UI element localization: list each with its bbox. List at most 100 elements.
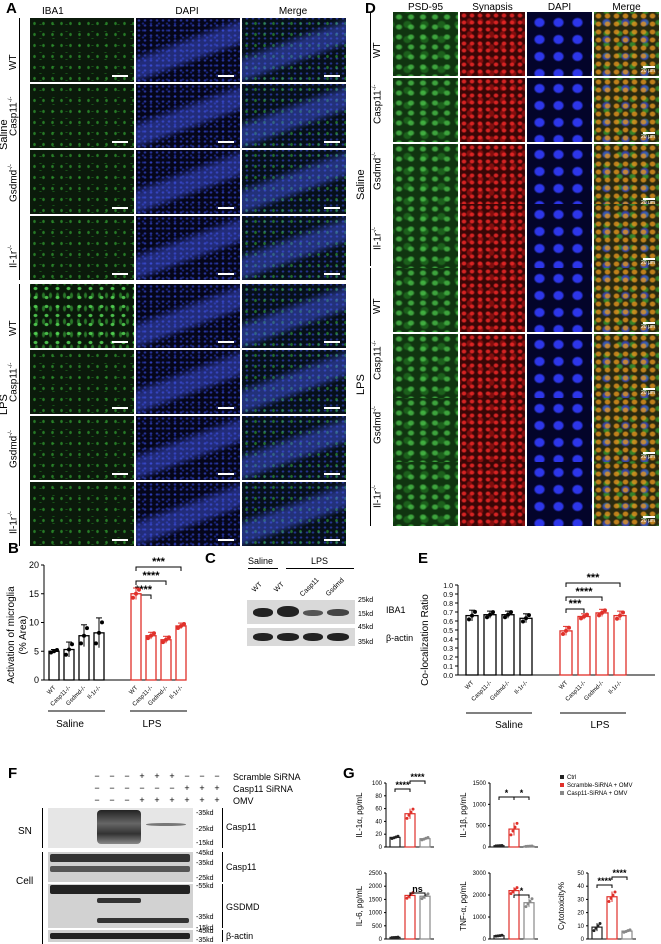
micrograph-tile: 20 μm	[594, 398, 659, 462]
y-axis-label-line2: (% Area)	[18, 616, 29, 655]
micrograph-tile	[460, 462, 525, 526]
data-point	[513, 825, 517, 829]
micrograph-tile	[393, 204, 458, 268]
mw-marker: -25kd	[196, 826, 214, 833]
treatment-sign: −	[124, 771, 130, 781]
treatment-sign: +	[169, 795, 175, 805]
mw-marker: -15kd	[196, 925, 214, 932]
data-point	[422, 895, 426, 899]
blot-cell-gsdmd	[48, 884, 193, 928]
protein-label-iba1: IBA1	[386, 605, 406, 615]
x-tick-label: WT	[559, 680, 570, 691]
significance-stars: ****	[135, 584, 153, 596]
significance-stars: ****	[142, 570, 160, 582]
y-tick-label: 20	[577, 911, 584, 917]
blot-sn-casp11	[48, 808, 193, 848]
row-label: WT	[8, 320, 19, 336]
genotype-superscript: -/-	[8, 430, 14, 436]
data-point	[603, 608, 607, 613]
scale-bar	[112, 141, 128, 143]
micrograph-tile	[242, 84, 346, 148]
bar	[160, 639, 172, 681]
treatment-sign: −	[169, 783, 175, 793]
bar	[130, 593, 142, 681]
mw-marker: -35kd	[196, 914, 214, 921]
genotype-superscript: -/-	[372, 406, 378, 412]
data-point	[592, 929, 596, 933]
scale-bar	[218, 341, 234, 343]
scale-label: 20 μm	[641, 390, 655, 396]
data-point	[467, 617, 471, 622]
micrograph-tile: 20 μm	[594, 268, 659, 332]
bar	[48, 650, 60, 681]
micrograph-overlay	[242, 150, 346, 214]
scale-bar	[218, 407, 234, 409]
y-tick-label: 500	[476, 824, 487, 830]
y-tick-label: 0.5	[443, 628, 453, 635]
micrograph-tile	[30, 150, 134, 214]
legend-label: Scramble-SiRNA + OMV	[567, 783, 633, 789]
bar	[419, 895, 431, 940]
scale-bar	[324, 539, 340, 541]
micrograph-tile	[30, 84, 134, 148]
x-tick-label: WT	[465, 680, 476, 691]
data-point	[64, 652, 68, 657]
significance-stars: *	[520, 886, 524, 896]
header-merge-d: Merge	[612, 2, 641, 13]
y-tick-label: 0.1	[443, 664, 453, 671]
x-tick-label: Il-1r-/-	[608, 680, 624, 696]
data-point	[524, 616, 528, 621]
header-dapi: DAPI	[175, 6, 199, 17]
x-tick-label: WT	[47, 685, 58, 696]
x-tick-label: Gsdmd-/-	[489, 680, 511, 702]
data-point	[396, 834, 400, 838]
micrograph-tile: 20 μm	[594, 462, 659, 526]
treatment-sign: −	[199, 771, 205, 781]
micrograph-tile	[460, 144, 525, 208]
y-tick-label: 1500	[473, 781, 487, 787]
panel-label-a: A	[6, 0, 17, 17]
y-tick-label: 1000	[473, 915, 487, 921]
header-synapsis: Synapsis	[472, 2, 513, 13]
significance-bracket	[565, 608, 585, 613]
data-point	[615, 616, 619, 621]
data-point	[585, 612, 589, 617]
row-label: Il-1r-/-	[8, 511, 20, 534]
scale-bar	[643, 66, 655, 68]
micrograph-tile	[460, 204, 525, 268]
blot-cell-actin	[48, 930, 193, 942]
y-tick-label: 0	[483, 937, 487, 943]
y-tick-label: 1500	[369, 897, 383, 903]
data-point	[618, 613, 622, 618]
bar	[404, 894, 416, 940]
y-axis-label-line1: Activation of microglia	[6, 586, 17, 684]
y-tick-label: 3000	[473, 871, 487, 877]
bar	[519, 617, 533, 676]
treatment-sign: +	[139, 795, 145, 805]
treatment-sign: −	[109, 771, 115, 781]
y-tick-label: 100	[372, 781, 383, 787]
significance-bracket	[513, 894, 530, 898]
y-axis-label: IL-1α, pg/mL	[355, 792, 364, 838]
micrograph-tile	[393, 144, 458, 208]
data-point	[511, 829, 515, 833]
micrograph-tile	[30, 284, 134, 348]
significance-bracket	[565, 596, 603, 601]
scale-label: 20 μm	[641, 518, 655, 524]
data-point	[611, 893, 615, 897]
treatment-sign: −	[109, 783, 115, 793]
y-tick-label: 0	[379, 937, 383, 943]
group-label-saline-c: Saline	[248, 556, 274, 566]
genotype-superscript: -/-	[372, 485, 378, 491]
micrograph-tile	[460, 268, 525, 332]
data-point	[607, 900, 611, 904]
micrograph-tile	[393, 268, 458, 332]
data-point	[167, 635, 171, 640]
x-tick-label: Il-1r-/-	[514, 680, 530, 696]
scale-bar	[324, 207, 340, 209]
significance-bracket	[135, 580, 167, 585]
data-point	[426, 836, 430, 840]
y-axis-label: IL-1β, pg/mL	[459, 792, 468, 838]
panel-label-g: G	[343, 765, 355, 782]
